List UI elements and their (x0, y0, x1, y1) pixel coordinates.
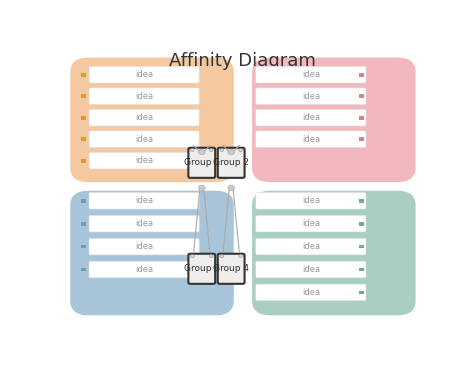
Text: idea: idea (302, 70, 320, 79)
FancyBboxPatch shape (256, 67, 366, 83)
FancyBboxPatch shape (82, 245, 86, 248)
FancyBboxPatch shape (89, 109, 199, 126)
Circle shape (199, 150, 205, 155)
FancyBboxPatch shape (359, 137, 364, 141)
FancyBboxPatch shape (359, 116, 364, 119)
Text: idea: idea (135, 265, 153, 274)
FancyBboxPatch shape (82, 159, 86, 163)
FancyBboxPatch shape (256, 192, 366, 209)
Text: Group 1: Group 1 (184, 158, 220, 167)
FancyBboxPatch shape (359, 73, 364, 77)
FancyBboxPatch shape (256, 215, 366, 232)
Circle shape (191, 149, 194, 151)
Text: idea: idea (135, 219, 153, 228)
FancyBboxPatch shape (218, 254, 245, 284)
FancyBboxPatch shape (89, 67, 199, 83)
FancyBboxPatch shape (252, 58, 416, 182)
FancyBboxPatch shape (256, 131, 366, 147)
FancyBboxPatch shape (188, 148, 215, 178)
FancyBboxPatch shape (82, 267, 86, 271)
FancyBboxPatch shape (218, 148, 245, 178)
FancyBboxPatch shape (82, 73, 86, 77)
FancyBboxPatch shape (89, 88, 199, 105)
Text: idea: idea (135, 196, 153, 205)
Circle shape (220, 254, 224, 257)
Circle shape (210, 149, 213, 151)
FancyBboxPatch shape (89, 215, 199, 232)
Circle shape (239, 254, 242, 257)
FancyBboxPatch shape (256, 238, 366, 255)
FancyBboxPatch shape (89, 131, 199, 147)
Text: idea: idea (302, 92, 320, 101)
FancyBboxPatch shape (359, 199, 364, 203)
FancyBboxPatch shape (359, 245, 364, 248)
FancyBboxPatch shape (256, 284, 366, 301)
FancyBboxPatch shape (89, 261, 199, 278)
Text: idea: idea (302, 265, 320, 274)
FancyBboxPatch shape (359, 291, 364, 294)
Text: idea: idea (302, 135, 320, 144)
FancyBboxPatch shape (82, 137, 86, 141)
FancyBboxPatch shape (252, 191, 416, 315)
Text: idea: idea (302, 288, 320, 297)
Circle shape (220, 149, 224, 151)
Text: Group 3: Group 3 (184, 264, 220, 273)
FancyBboxPatch shape (82, 199, 86, 203)
FancyBboxPatch shape (82, 116, 86, 119)
Text: idea: idea (135, 92, 153, 101)
FancyBboxPatch shape (89, 192, 199, 209)
FancyBboxPatch shape (82, 94, 86, 98)
FancyBboxPatch shape (359, 222, 364, 225)
Text: idea: idea (135, 135, 153, 144)
Text: idea: idea (135, 242, 153, 251)
Circle shape (199, 185, 205, 190)
Text: idea: idea (302, 196, 320, 205)
FancyBboxPatch shape (188, 254, 215, 284)
Circle shape (228, 150, 235, 155)
FancyBboxPatch shape (359, 94, 364, 98)
Text: Affinity Diagram: Affinity Diagram (170, 52, 316, 70)
FancyBboxPatch shape (256, 109, 366, 126)
Circle shape (239, 149, 242, 151)
FancyBboxPatch shape (256, 88, 366, 105)
Text: Group 2: Group 2 (213, 158, 249, 167)
Text: idea: idea (135, 70, 153, 79)
FancyBboxPatch shape (89, 153, 199, 169)
FancyBboxPatch shape (256, 261, 366, 278)
Text: idea: idea (302, 219, 320, 228)
FancyBboxPatch shape (359, 267, 364, 271)
Text: idea: idea (135, 113, 153, 122)
Circle shape (191, 254, 194, 257)
Text: idea: idea (302, 242, 320, 251)
FancyBboxPatch shape (70, 191, 234, 315)
FancyBboxPatch shape (70, 58, 234, 182)
Circle shape (228, 185, 235, 190)
Text: Group 4: Group 4 (213, 264, 249, 273)
Circle shape (210, 254, 213, 257)
Text: idea: idea (135, 156, 153, 165)
FancyBboxPatch shape (89, 238, 199, 255)
FancyBboxPatch shape (82, 222, 86, 225)
Text: idea: idea (302, 113, 320, 122)
